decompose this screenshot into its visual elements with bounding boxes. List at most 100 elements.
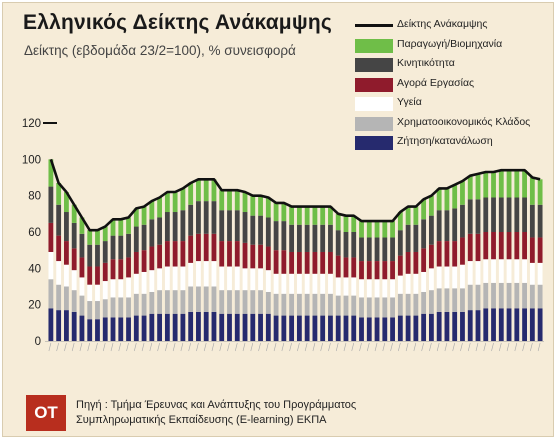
bar-segment [102,241,108,263]
bar-segment [234,290,240,314]
bar-segment [141,224,147,251]
bar-segment [141,271,147,294]
bar-segment [397,315,403,341]
bar-segment [281,202,287,222]
bar-segment [133,273,139,294]
bar-segment [320,251,326,274]
y-tick-label: 20 [28,300,41,312]
bar-segment [460,181,465,205]
bar-segment [141,293,147,316]
bar-segment [87,230,93,245]
bar-segment [296,293,302,316]
bar-segment [203,311,209,341]
bar-segment [118,317,124,341]
bar-segment [359,261,364,280]
bar-segment [436,266,442,289]
legend-item: Αγορά Εργασίας [355,76,555,92]
bar-segment [126,277,131,298]
x-tick-mark [405,342,409,352]
chart-subtitle: Δείκτης (εβδομάδα 23/2=100), % συνεισφορ… [24,43,296,58]
x-tick-mark [390,342,393,352]
bar-segment [95,244,100,267]
bar-segment [102,317,108,341]
x-tick-mark [429,342,432,352]
recovery-index-line [49,158,541,232]
bar-segment [483,197,489,232]
bar-segment [149,291,155,314]
bar-segment [227,241,232,267]
bar-segment [133,208,139,227]
bar-segment [374,297,380,318]
chart-title: Ελληνικός Δείκτης Ανάκαμψης [23,11,333,34]
bar-segment [273,315,279,341]
legend-label: Κινητικότητα [397,57,455,69]
bar-segment [529,204,535,238]
bar-segment [250,290,256,314]
x-tick-mark [157,342,160,352]
footer: OT Πηγή : Τμήμα Έρευνας και Ανάπτυξης το… [3,387,555,435]
bar-segment [529,237,535,263]
bar-segment [436,288,442,312]
bar-segment [172,241,178,267]
stacked-bar-chart: 0 20 40 60 80 100 120 [22,118,544,352]
bar-segment [491,282,496,309]
bar-segment [250,313,256,341]
bar-segment [436,188,442,211]
bar-segment [48,279,54,309]
bar-segment [328,206,333,225]
bar-segment [335,315,341,341]
bar-segment [498,197,504,232]
bar-segment [506,197,512,232]
x-tick-mark [165,342,168,352]
bar-segment [281,250,287,274]
bar-segment [219,290,225,314]
bar-segment [529,262,535,285]
bar-segment [87,266,93,285]
bar-segment [382,279,388,298]
bar-segment [95,301,100,320]
bar-segment [250,195,256,216]
legend-swatch [355,58,393,72]
bar-segment [537,284,543,309]
bar-segment [498,308,504,341]
bar-segment [428,290,434,314]
x-tick-mark [196,342,199,352]
x-tick-mark [483,342,487,352]
bar-segment [304,224,310,252]
bar-segment [506,282,512,309]
bar-segment [87,244,93,267]
bar-segment [506,170,512,198]
bar-segment [436,210,442,242]
x-tick-mark [118,342,122,352]
bar-segment [328,315,333,341]
bar-segment [258,290,263,314]
bar-segment [126,233,131,258]
chart-card: Ελληνικός Δείκτης Ανάκαμψης Δείκτης (εβδ… [2,2,554,437]
bar-segment [397,275,403,294]
x-tick-mark [452,342,455,352]
bar-segment [397,293,403,316]
x-tick-mark [304,342,308,352]
bar-segment [79,315,85,341]
bar-segment [126,317,131,341]
legend-label: Αγορά Εργασίας [397,76,475,89]
bar-segment [258,268,263,291]
bar-segment [328,224,333,252]
bar-segment [164,266,170,291]
x-tick-mark [297,342,300,352]
bar-segment [227,290,232,314]
bar-segment [273,202,279,222]
x-tick-mark [382,342,386,352]
bar-segment [281,315,287,341]
x-tick-mark [421,342,424,352]
bar-segment [413,315,419,341]
bar-segment [382,297,388,318]
bar-segment [164,241,170,267]
bar-segment [483,232,489,260]
x-tick-mark [398,342,401,352]
bar-segment [95,284,100,302]
bar-segment [343,277,349,296]
bar-segment [382,221,388,238]
bar-segment [149,313,155,341]
bar-segment [48,308,54,341]
